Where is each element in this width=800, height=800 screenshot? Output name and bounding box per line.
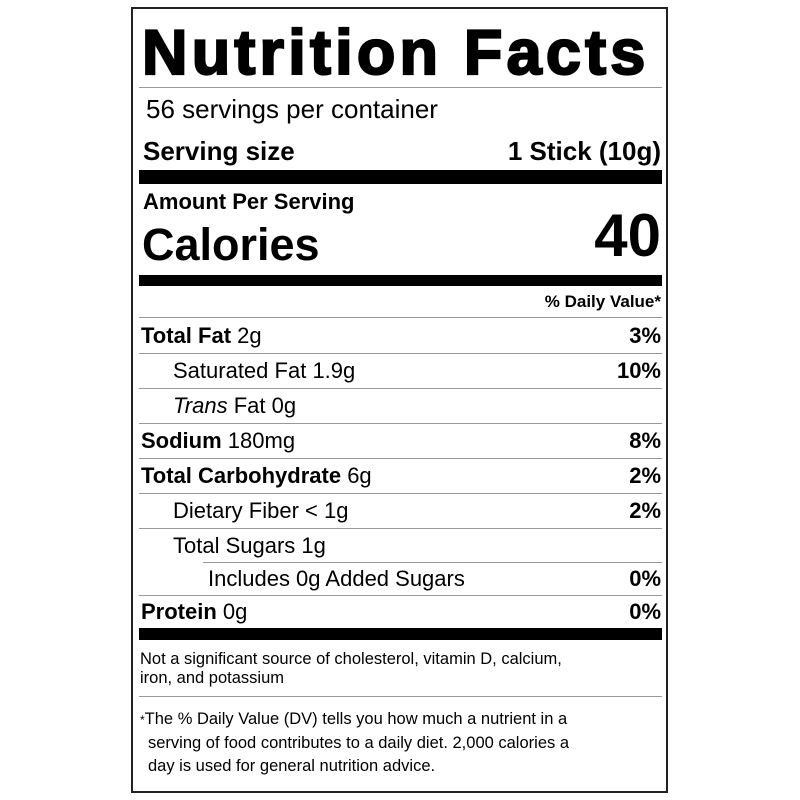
footnote-line: serving of food contributes to a daily d… [148,733,569,752]
footnote-line: The % Daily Value (DV) tells you how muc… [144,710,568,728]
nutrient-dv: 2% [629,463,661,488]
nutrient-row-total-sugars: Total Sugars 1g [171,528,662,563]
nutrient-name: Total Sugars [173,533,296,558]
nutrient-row-saturated-fat: Saturated Fat 1.9g 10% [139,353,662,389]
nutrient-amount: 1.9g [312,358,356,383]
nutrient-name: Includes 0g Added Sugars [208,566,465,591]
nutrient-dv: 0% [629,599,661,624]
nutrient-amount: < 1g [305,498,349,523]
nutrient-row-total-fat: Total Fat 2g 3% [139,318,662,354]
divider [139,696,662,697]
nutrient-dv: 8% [629,428,661,453]
daily-value-footnote: *The % Daily Value (DV) tells you how mu… [140,708,569,779]
nutrient-name: Protein [141,599,217,624]
nutrient-amount: 6g [347,463,372,488]
nutrient-row-trans-fat: Trans Fat 0g [139,388,662,424]
nutrient-amount: 1g [301,533,326,558]
nutrient-name: Sodium [141,428,222,453]
footnote-asterisk: * [140,713,145,727]
nutrient-name-italic: Trans [173,393,228,418]
nutrient-dv: 2% [629,498,661,523]
nutrient-name: Fat [233,393,266,418]
nutrient-row-added-sugars: Includes 0g Added Sugars 0% [139,563,662,596]
nutrient-row-total-carbohydrate: Total Carbohydrate 6g 2% [139,458,662,494]
daily-value-header: % Daily Value* [544,292,661,311]
nutrition-facts-label: Nutrition Facts 56 servings per containe… [131,7,668,793]
servings-per-container: 56 servings per container [146,94,438,124]
nutrient-dv: 10% [616,358,661,383]
nutrient-amount: 180mg [227,428,296,453]
serving-size-label: Serving size [143,136,295,166]
nutrient-row-dietary-fiber: Dietary Fiber < 1g 2% [139,493,662,529]
not-significant-note: Not a significant source of cholesterol,… [140,650,562,688]
nutrient-name: Dietary Fiber [173,498,299,523]
nutrient-dv: 0% [629,566,661,591]
nutrient-amount: 0g [222,599,248,624]
amount-per-serving: Amount Per Serving [143,189,355,214]
calories-value: 40 [594,202,661,269]
divider [203,562,662,563]
nutrient-name: Total Fat [141,323,232,348]
nutrient-amount: 2g [237,323,262,348]
thick-divider [139,275,662,286]
label-title: Nutrition Facts [141,17,650,89]
nutrient-row-protein: Protein 0g 0% [139,596,662,628]
note-line: Not a significant source of cholesterol,… [140,650,562,668]
calories-label: Calories [142,219,320,270]
nutrient-amount: 0g [271,393,297,418]
nutrient-row-sodium: Sodium 180mg 8% [139,423,662,459]
divider [139,317,662,318]
serving-size-value: 1 Stick (10g) [507,136,661,166]
nutrient-dv: 3% [629,323,661,348]
thick-divider [139,170,662,184]
footnote-line: day is used for general nutrition advice… [148,757,436,775]
nutrient-name: Saturated Fat [173,358,307,383]
thick-divider [139,628,662,640]
nutrient-name: Total Carbohydrate [141,463,342,488]
note-line: iron, and potassium [140,669,284,687]
divider [139,87,662,88]
